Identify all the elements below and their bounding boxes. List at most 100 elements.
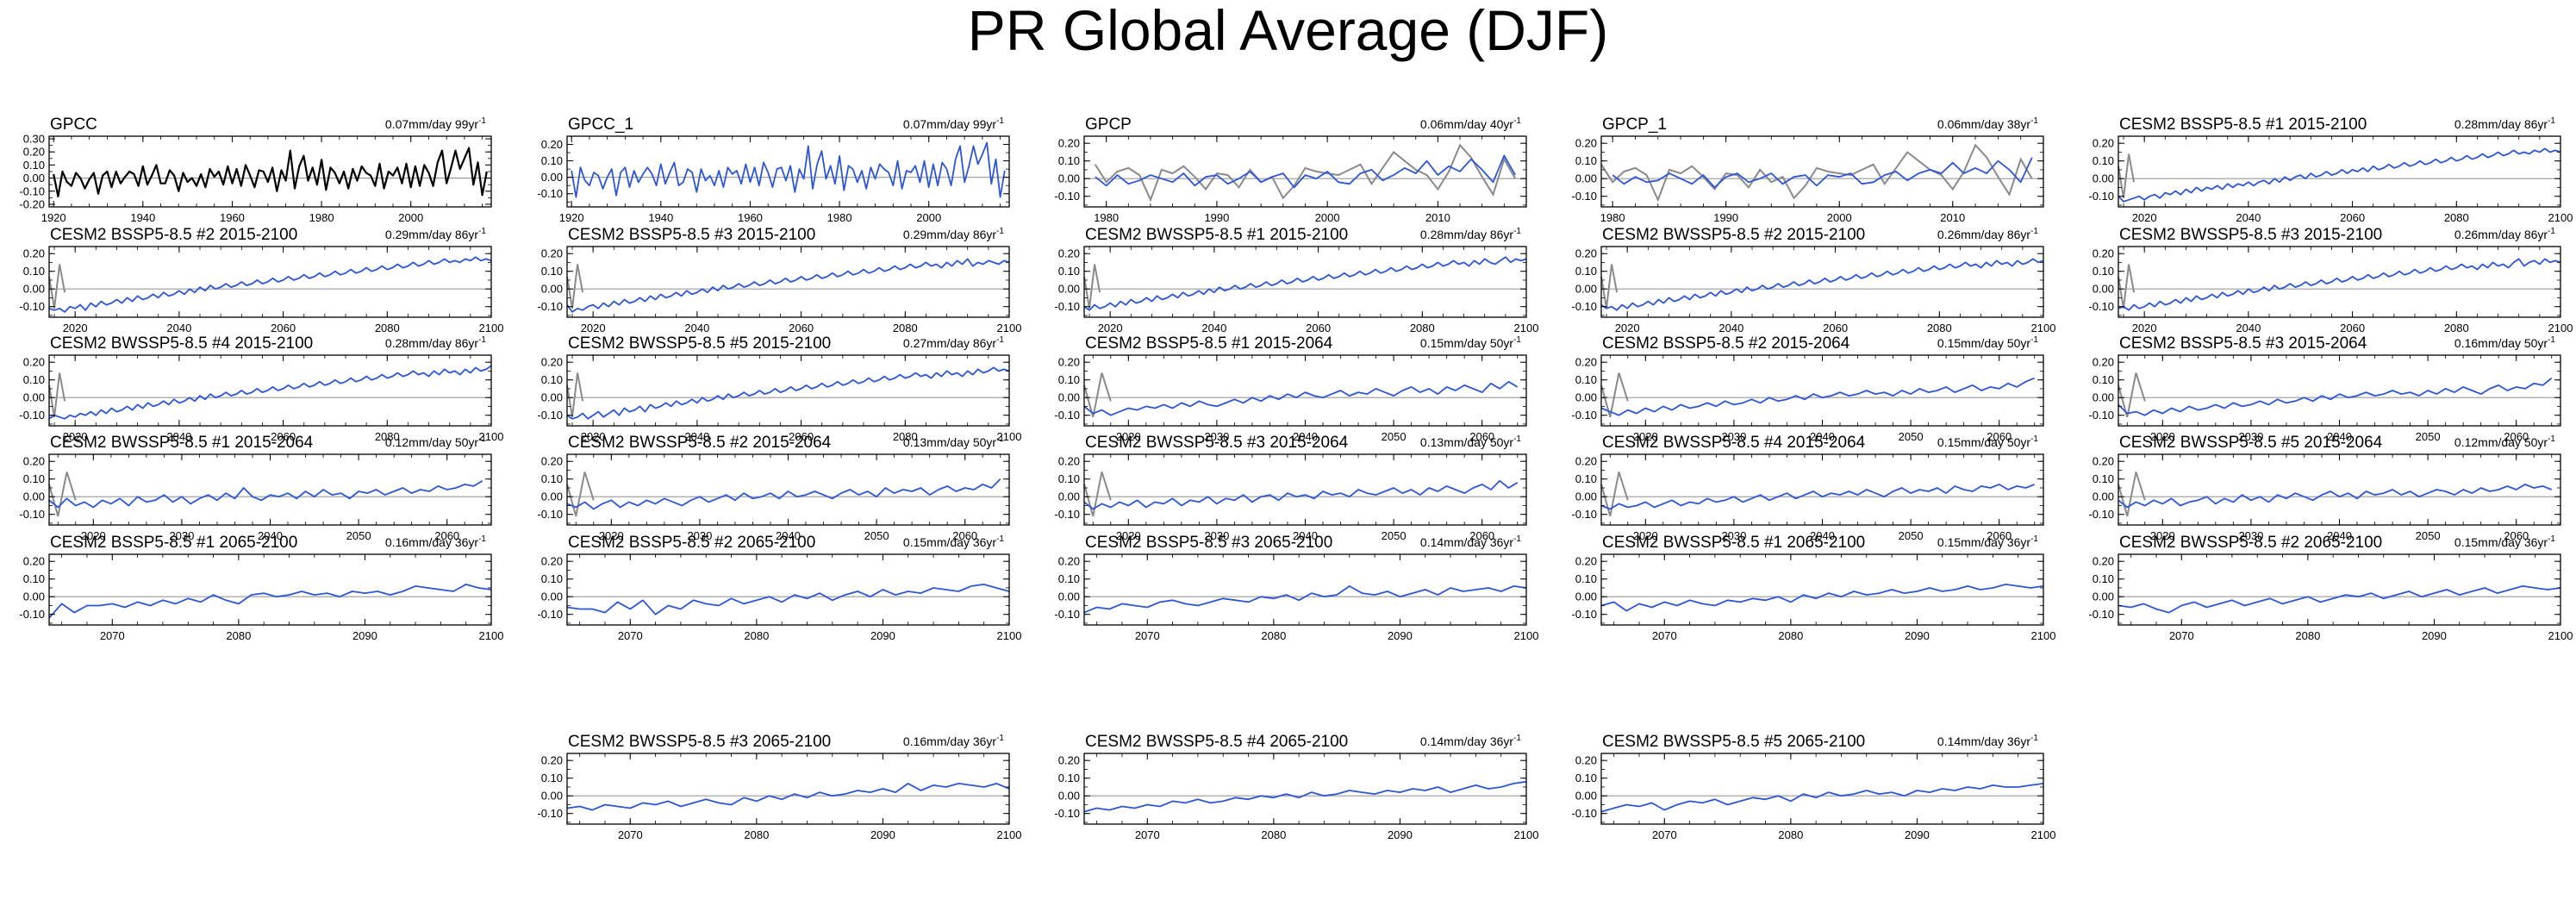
y-tick-label: 0.20 xyxy=(2093,455,2114,468)
y-tick-label: 0.00 xyxy=(2093,283,2114,296)
x-tick-label: 2080 xyxy=(1778,828,1803,841)
x-tick-label: 2020 xyxy=(581,430,606,443)
x-tick-label: 2100 xyxy=(2548,322,2573,334)
y-tick-label: -0.10 xyxy=(1054,300,1080,313)
x-tick-label: 2060 xyxy=(952,529,977,542)
x-tick-label: 2040 xyxy=(1293,430,1318,443)
trend-label: 0.16mm/day 36yr-1 xyxy=(903,734,1005,748)
x-tick-label: 2080 xyxy=(375,430,400,443)
x-tick-label: 2090 xyxy=(1388,629,1413,642)
trend-exponent: -1 xyxy=(1513,434,1521,444)
trend-label: 0.14mm/day 36yr-1 xyxy=(1937,734,2039,748)
y-tick-label: 0.20 xyxy=(1575,247,1597,260)
x-tick-label: 2080 xyxy=(1927,322,1952,334)
plot-frame xyxy=(1600,135,2044,208)
plot-frame xyxy=(2118,553,2561,626)
x-tick-label: 2080 xyxy=(2444,211,2469,224)
panel-title: CESM2 BWSSP5-8.5 #3 2065-2100 xyxy=(568,733,831,751)
panel-title: CESM2 BWSSP5-8.5 #2 2065-2100 xyxy=(2119,534,2382,552)
y-tick-label: -0.10 xyxy=(1054,409,1080,422)
x-tick-label: 2100 xyxy=(2548,629,2573,642)
x-tick-label: 2000 xyxy=(1315,211,1340,224)
series-line xyxy=(1612,157,2033,189)
x-tick-label: 1920 xyxy=(41,211,66,224)
plot-frame xyxy=(1600,354,2044,427)
x-tick-label: 2090 xyxy=(870,629,895,642)
trend-exponent: -1 xyxy=(1513,227,1521,236)
y-tick-label: 0.20 xyxy=(541,138,563,151)
y-tick-label: 0.20 xyxy=(1058,137,1080,150)
y-tick-label: 0.00 xyxy=(2093,490,2114,503)
y-tick-label: -0.10 xyxy=(19,300,45,313)
y-tick-label: 0.10 xyxy=(23,472,45,485)
y-tick-label: 0.10 xyxy=(2093,265,2114,278)
trend-label: 0.29mm/day 86yr-1 xyxy=(903,227,1005,241)
x-tick-label: 2090 xyxy=(2422,629,2447,642)
plot-frame xyxy=(566,753,1010,825)
x-tick-label: 2080 xyxy=(2295,629,2320,642)
trend-exponent: -1 xyxy=(996,116,1004,126)
x-tick-label: 2000 xyxy=(1827,211,1852,224)
x-tick-label: 2030 xyxy=(2238,430,2263,443)
series-line xyxy=(1083,256,1527,311)
panel-title: CESM2 BWSSP5-8.5 #2 2015-2100 xyxy=(1602,226,1865,244)
x-tick-label: 2020 xyxy=(2132,322,2157,334)
y-tick-label: 0.00 xyxy=(2093,391,2114,404)
reference-series-line xyxy=(566,472,595,517)
y-tick-label: 0.10 xyxy=(1575,265,1597,278)
y-tick-label: 0.20 xyxy=(1058,356,1080,369)
chart-panel: CESM2 BWSSP5-8.5 #1 2015-2100 0.28mm/day … xyxy=(1054,226,1538,334)
trend-label: 0.13mm/day 50yr-1 xyxy=(903,434,1005,449)
y-tick-label: -0.10 xyxy=(537,409,563,422)
trend-label: 0.12mm/day 50yr-1 xyxy=(2454,434,2556,449)
y-tick-label: 0.00 xyxy=(541,283,563,296)
y-tick-label: 0.10 xyxy=(2093,572,2114,585)
panel-title: CESM2 BWSSP5-8.5 #3 2015-2100 xyxy=(2119,226,2382,244)
series-line xyxy=(2118,147,2561,203)
y-tick-label: -0.10 xyxy=(2088,190,2114,203)
x-tick-label: 2080 xyxy=(893,430,918,443)
y-tick-label: 0.00 xyxy=(1575,391,1597,404)
series-line xyxy=(1600,377,2036,416)
panel-title: CESM2 BWSSP5-8.5 #5 2015-2064 xyxy=(2119,434,2383,452)
chart-panel: CESM2 BSSP5-8.5 #2 2065-2100 0.15mm/day 3… xyxy=(537,534,1021,642)
panel-title: CESM2 BSSP5-8.5 #1 2065-2100 xyxy=(50,534,297,552)
x-tick-label: 2040 xyxy=(684,322,709,334)
y-tick-label: -0.10 xyxy=(1571,508,1597,521)
y-tick-label: 0.00 xyxy=(541,790,563,803)
x-tick-label: 2050 xyxy=(2416,430,2441,443)
y-tick-label: 0.00 xyxy=(23,490,45,503)
x-tick-label: 2000 xyxy=(398,211,423,224)
plot-frame xyxy=(48,453,492,526)
x-tick-label: 2020 xyxy=(599,529,624,542)
chart-panel: CESM2 BSSP5-8.5 #3 2015-2100 0.29mm/day 8… xyxy=(537,226,1021,334)
x-tick-label: 2020 xyxy=(1615,322,1640,334)
chart-panel: CESM2 BWSSP5-8.5 #5 2015-2100 0.27mm/day … xyxy=(537,334,1021,443)
reference-series-line xyxy=(2118,264,2136,309)
trend-exponent: -1 xyxy=(996,335,1004,345)
y-tick-label: 0.20 xyxy=(23,455,45,468)
y-tick-label: -0.10 xyxy=(1054,508,1080,521)
y-tick-label: 0.10 xyxy=(1058,265,1080,278)
plot-frame xyxy=(1083,246,1527,318)
x-tick-label: 2100 xyxy=(2031,322,2056,334)
x-tick-label: 2090 xyxy=(1388,828,1413,841)
plot-frame xyxy=(48,553,492,626)
trend-label: 0.16mm/day 36yr-1 xyxy=(385,534,487,549)
x-tick-label: 1960 xyxy=(220,211,245,224)
x-tick-label: 2050 xyxy=(1382,529,1407,542)
series-line xyxy=(566,258,1010,313)
y-tick-label: 0.10 xyxy=(1058,572,1080,585)
series-line xyxy=(2118,377,2553,416)
figure-title: PR Global Average (DJF) xyxy=(967,0,1609,62)
x-tick-label: 2100 xyxy=(1514,322,1539,334)
panel-title: CESM2 BSSP5-8.5 #3 2015-2064 xyxy=(2119,334,2367,353)
x-tick-label: 1940 xyxy=(130,211,155,224)
y-tick-label: 0.10 xyxy=(23,265,45,278)
y-tick-label: 0.10 xyxy=(1575,373,1597,386)
y-tick-label: 0.20 xyxy=(23,356,45,369)
series-line xyxy=(48,584,492,619)
plot-frame xyxy=(1600,553,2044,626)
y-tick-label: 0.20 xyxy=(1575,356,1597,369)
y-tick-label: 0.20 xyxy=(541,356,563,369)
